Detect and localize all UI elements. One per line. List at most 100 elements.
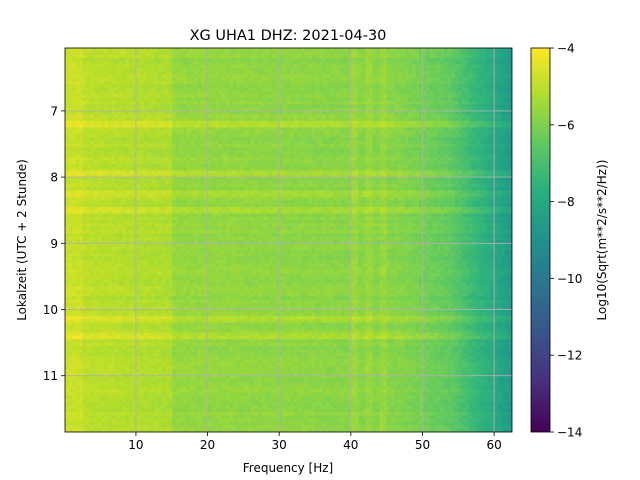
spectrogram-cell [190, 81, 195, 86]
spectrogram-cell [215, 107, 220, 112]
spectrogram-cell [490, 97, 495, 102]
spectrogram-cell [161, 137, 166, 142]
spectrogram-cell [483, 114, 488, 119]
spectrogram-cell [136, 51, 141, 56]
spectrogram-cell [72, 167, 77, 172]
spectrogram-cell [236, 140, 241, 145]
spectrogram-cell [261, 124, 266, 129]
spectrogram-cell [479, 177, 484, 182]
spectrogram-cell [311, 153, 316, 158]
spectrogram-cell [118, 177, 123, 182]
spectrogram-cell [290, 94, 295, 99]
spectrogram-cell [358, 114, 363, 119]
spectrogram-cell [115, 127, 120, 132]
spectrogram-cell [165, 71, 170, 76]
spectrogram-cell [419, 54, 424, 59]
spectrogram-cell [275, 167, 281, 172]
spectrogram-cell [490, 157, 495, 162]
spectrogram-cell [90, 107, 95, 112]
spectrogram-cell [379, 84, 384, 89]
spectrogram-cell [401, 57, 406, 62]
spectrogram-cell [354, 144, 359, 148]
spectrogram-cell [218, 57, 223, 62]
spectrogram-cell [65, 144, 70, 148]
spectrogram-cell [426, 117, 431, 122]
spectrogram-cell [354, 64, 359, 69]
spectrogram-cell [297, 124, 302, 129]
spectrogram-cell [429, 117, 434, 122]
spectrogram-cell [422, 140, 427, 145]
spectrogram-cell [268, 61, 274, 66]
spectrogram-cell [82, 153, 88, 158]
spectrogram-cell [157, 81, 163, 86]
spectrogram-cell [318, 84, 324, 89]
spectrogram-cell [243, 54, 248, 59]
spectrogram-cell [343, 107, 349, 112]
spectrogram-cell [422, 170, 427, 175]
spectrogram-cell [461, 120, 467, 125]
spectrogram-cell [136, 104, 141, 109]
spectrogram-cell [379, 137, 384, 142]
spectrogram-cell [68, 147, 73, 152]
spectrogram-cell [86, 170, 91, 175]
spectrogram-cell [501, 104, 506, 109]
spectrogram-cell [147, 54, 152, 59]
spectrogram-cell [436, 114, 442, 119]
spectrogram-cell [508, 117, 512, 122]
spectrogram-cell [222, 163, 227, 168]
spectrogram-cell [175, 54, 181, 59]
spectrogram-cell [461, 140, 467, 145]
spectrogram-cell [204, 114, 209, 119]
spectrogram-cell [497, 48, 502, 52]
spectrogram-cell [293, 107, 299, 112]
spectrogram-cell [301, 130, 306, 135]
spectrogram-cell [361, 173, 366, 178]
spectrogram-cell [107, 64, 113, 69]
spectrogram-cell [311, 117, 316, 122]
spectrogram-cell [454, 54, 459, 59]
spectrogram-cell [408, 163, 413, 168]
spectrogram-cell [136, 127, 141, 132]
spectrogram-cell [258, 170, 263, 175]
spectrogram-cell [365, 91, 370, 95]
spectrogram-cell [165, 74, 170, 79]
spectrogram-cell [419, 173, 424, 178]
spectrogram-cell [175, 163, 181, 168]
spectrogram-cell [147, 120, 152, 125]
spectrogram-cell [107, 48, 113, 52]
spectrogram-cell [225, 173, 231, 178]
spectrogram-cell [183, 134, 188, 138]
spectrogram-cell [404, 140, 409, 145]
spectrogram-cell [125, 91, 130, 95]
spectrogram-cell [497, 137, 502, 142]
spectrogram-cell [376, 173, 381, 178]
spectrogram-cell [72, 127, 77, 132]
spectrogram-cell [115, 51, 120, 56]
spectrogram-cell [354, 51, 359, 56]
spectrogram-cell [404, 67, 409, 72]
spectrogram-cell [401, 107, 406, 112]
spectrogram-cell [368, 67, 374, 72]
spectrogram-cell [386, 160, 392, 165]
spectrogram-cell [107, 163, 113, 168]
spectrogram-cell [308, 157, 313, 162]
spectrogram-cell [293, 134, 299, 138]
spectrogram-cell [436, 157, 442, 162]
spectrogram-cell [168, 153, 173, 158]
spectrogram-cell [154, 81, 159, 86]
spectrogram-cell [415, 160, 420, 165]
spectrogram-cell [122, 130, 127, 135]
spectrogram-cell [454, 177, 459, 182]
spectrogram-cell [433, 170, 438, 175]
spectrogram-cell [486, 67, 492, 72]
spectrogram-cell [211, 71, 216, 76]
spectrogram-cell [419, 61, 424, 66]
spectrogram-cell [326, 173, 331, 178]
spectrogram-cell [200, 87, 206, 92]
spectrogram-cell [82, 137, 88, 142]
spectrogram-cell [386, 74, 392, 79]
spectrogram-cell [497, 163, 502, 168]
spectrogram-cell [261, 91, 266, 95]
spectrogram-cell [175, 130, 181, 135]
spectrogram-cell [243, 167, 248, 172]
